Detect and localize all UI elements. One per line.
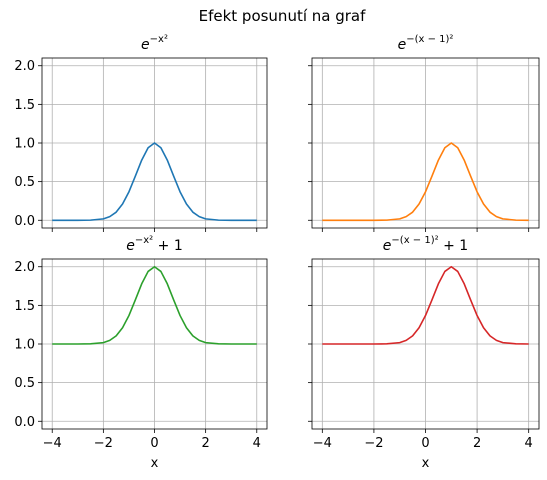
title-base: e xyxy=(126,238,135,254)
title-base: e xyxy=(383,238,392,254)
title-exponent: −(x − 1)² xyxy=(391,235,438,246)
x-axis-label: x xyxy=(422,456,430,471)
y-tick-label-3: 1.5 xyxy=(14,98,35,113)
x-tick-label-2: 0 xyxy=(421,436,429,451)
x-tick-label-3: 2 xyxy=(201,436,209,451)
subplot-title: e−x² + 1 xyxy=(126,235,182,254)
x-tick-label-3: 2 xyxy=(473,436,481,451)
subplot-title: e−(x − 1)² xyxy=(398,34,454,53)
x-tick-label-2: 0 xyxy=(150,436,158,451)
y-tick-label-4: 2.0 xyxy=(14,260,35,275)
y-tick-label-4: 2.0 xyxy=(14,59,35,74)
title-exponent: −x² xyxy=(135,235,153,246)
y-tick-label-1: 0.5 xyxy=(14,376,35,391)
title-base: e xyxy=(141,37,150,53)
x-tick-label-4: 4 xyxy=(525,436,533,451)
y-tick-label-3: 1.5 xyxy=(14,299,35,314)
x-tick-label-0: −4 xyxy=(313,436,332,451)
x-tick-label-1: −2 xyxy=(94,436,113,451)
title-suffix: + 1 xyxy=(153,238,183,254)
subplot-4: −4 −2 0 2 4 x e−(x − 1)² + 1 xyxy=(308,235,540,471)
y-tick-label-2: 1.0 xyxy=(14,338,35,353)
subplot-2: e−(x − 1)² xyxy=(308,34,540,232)
x-tick-label-4: 4 xyxy=(253,436,261,451)
y-tick-label-2: 1.0 xyxy=(14,137,35,152)
subplot-title: e−x² xyxy=(141,34,168,53)
series-line-0 xyxy=(52,142,257,222)
y-tick-label-1: 0.5 xyxy=(14,175,35,190)
x-axis-label: x xyxy=(151,456,159,471)
y-tick-label-0: 0.0 xyxy=(14,415,35,430)
title-exponent: −(x − 1)² xyxy=(406,34,453,45)
x-tick-label-0: −4 xyxy=(43,436,62,451)
x-tick-label-1: −2 xyxy=(364,436,383,451)
title-base: e xyxy=(398,37,407,53)
series-line-0 xyxy=(322,265,529,345)
series-line-0 xyxy=(52,265,257,345)
y-tick-label-0: 0.0 xyxy=(14,214,35,229)
subplot-title: e−(x − 1)² + 1 xyxy=(383,235,468,254)
figure-suptitle: Efekt posunutí na graf xyxy=(199,7,367,25)
subplot-3: −4 −2 0 2 4 0.0 0.5 1.0 1.5 2.0 x e−x² + 1 xyxy=(14,235,268,471)
title-exponent: −x² xyxy=(150,34,168,45)
title-suffix: + 1 xyxy=(439,238,469,254)
series-line-0 xyxy=(322,142,529,222)
subplot-1: 0.0 0.5 1.0 1.5 2.0 e−x² xyxy=(14,34,268,232)
